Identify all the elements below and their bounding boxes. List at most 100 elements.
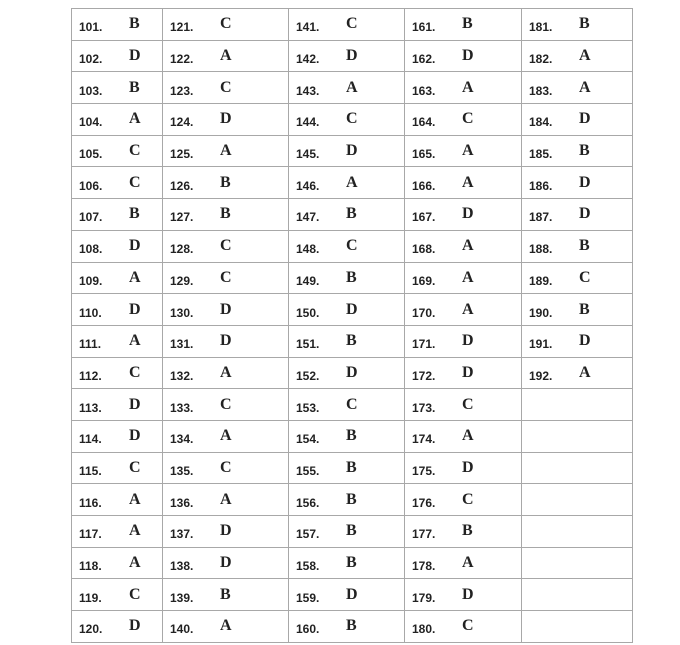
question-number: 154. [296,432,320,447]
answer-cell: 177. B [404,515,522,548]
answer-cell: 176. C [404,483,522,516]
answer-cell [521,483,633,516]
answer-cell: 127. B [162,198,289,231]
answer-letter: C [129,585,141,603]
answer-cell: 181. B [521,8,633,41]
answer-letter: D [462,363,474,381]
answer-cell [521,610,633,643]
question-number: 112. [79,368,102,383]
answer-cell: 116. A [71,483,163,516]
answer-cell: 159. D [288,578,405,612]
answer-cell: 174. A [404,419,522,453]
answer-cell: 148. C [288,229,405,263]
table-row: 112. C 132. A 152. D 172. D 192. A [71,356,633,390]
answer-letter: B [220,205,231,223]
question-number: 105. [79,147,103,162]
answer-letter: A [220,47,232,65]
question-number: 104. [79,115,103,130]
question-number: 157. [296,527,320,542]
question-number: 131. [170,337,194,352]
question-number: 133. [170,400,194,415]
answer-cell: 113. D [71,388,163,421]
answer-letter: D [579,205,591,223]
answer-letter: C [462,110,474,128]
answer-cell: 170. A [404,293,522,326]
answer-letter: A [129,268,141,286]
answer-cell: 183. A [521,71,633,105]
question-number: 190. [529,305,553,320]
table-row: 104. A 124. D 144. C 164. C 184. D [71,103,633,136]
question-number: 140. [170,622,194,637]
answer-cell: 114. D [71,419,163,453]
question-number: 151. [296,337,320,352]
answer-letter: C [462,490,474,508]
table-row: 119. C 139. B 159. D 179. D [71,578,633,612]
question-number: 177. [412,527,436,542]
answer-cell: 191. D [521,324,633,358]
answer-letter: A [579,78,591,96]
answer-cell: 160. B [288,610,405,643]
answer-cell: 149. B [288,261,405,295]
question-number: 121. [170,20,194,35]
answer-letter: A [220,363,232,381]
answer-cell: 187. D [521,198,633,231]
answer-letter: B [579,300,590,318]
answer-letter: D [579,332,591,350]
answer-cell: 138. D [162,546,289,580]
answer-cell: 186. D [521,166,633,200]
answer-letter: D [579,173,591,191]
question-number: 158. [296,559,320,574]
question-number: 178. [412,559,436,574]
answer-cell: 158. B [288,546,405,580]
question-number: 187. [529,210,553,225]
answer-letter: A [462,237,474,255]
answer-cell: 165. A [404,134,522,168]
answer-letter: A [462,142,474,160]
question-number: 179. [412,590,436,605]
question-number: 146. [296,178,320,193]
question-number: 166. [412,178,436,193]
question-number: 119. [79,590,102,605]
question-number: 176. [412,495,436,510]
answer-letter: B [462,15,473,33]
question-number: 128. [170,242,194,257]
answer-cell: 103. B [71,71,163,105]
answer-cell: 111. A [71,324,163,358]
question-number: 161. [412,20,436,35]
question-number: 103. [79,83,103,98]
question-number: 107. [79,210,103,225]
answer-cell: 128. C [162,229,289,263]
answer-letter: A [220,490,232,508]
table-row: 108. D 128. C 148. C 168. A 188. B [71,229,633,263]
answer-cell: 109. A [71,261,163,295]
answer-letter: C [220,15,232,33]
answer-letter: A [462,554,474,572]
answer-letter: C [129,363,141,381]
table-row: 120. D 140. A 160. B 180. C [71,610,633,643]
answer-letter: B [220,173,231,191]
question-number: 113. [79,400,102,415]
answer-letter: B [129,78,140,96]
answer-key-table: 101. B 121. C 141. C 161. B 181. B 102. D 122. A 142. D… [71,8,633,643]
answer-letter: A [579,363,591,381]
answer-cell: 137. D [162,515,289,548]
question-number: 114. [79,432,102,447]
table-row: 114. D 134. A 154. B 174. A [71,419,633,453]
answer-cell: 107. B [71,198,163,231]
answer-letter: D [462,205,474,223]
question-number: 170. [412,305,436,320]
answer-cell: 139. B [162,578,289,612]
question-number: 174. [412,432,436,447]
question-number: 167. [412,210,436,225]
answer-letter: A [220,142,232,160]
question-number: 106. [79,178,103,193]
answer-cell: 192. A [521,356,633,390]
question-number: 165. [412,147,436,162]
question-number: 141. [296,20,320,35]
answer-cell: 141. C [288,8,405,41]
question-number: 152. [296,368,320,383]
answer-letter: A [220,617,232,635]
answer-cell: 157. B [288,515,405,548]
answer-letter: A [579,47,591,65]
answer-cell: 169. A [404,261,522,295]
